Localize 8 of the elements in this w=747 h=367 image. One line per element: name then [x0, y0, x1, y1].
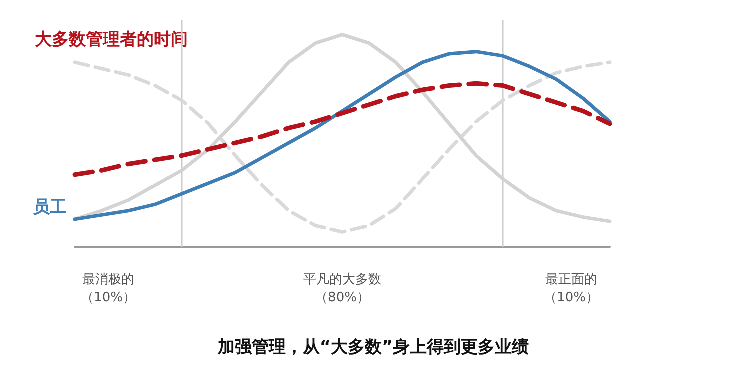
text: 平凡的大多数	[304, 272, 382, 288]
series-label: 员工	[33, 197, 67, 218]
text: （80%）	[315, 290, 370, 306]
text: （10%）	[81, 290, 136, 306]
text: 加强管理，从“大多数”身上得到更多业绩	[216, 338, 530, 358]
text: （10%）	[544, 290, 599, 306]
text: 最正面的	[546, 272, 598, 288]
text: 最消极的	[82, 272, 134, 288]
